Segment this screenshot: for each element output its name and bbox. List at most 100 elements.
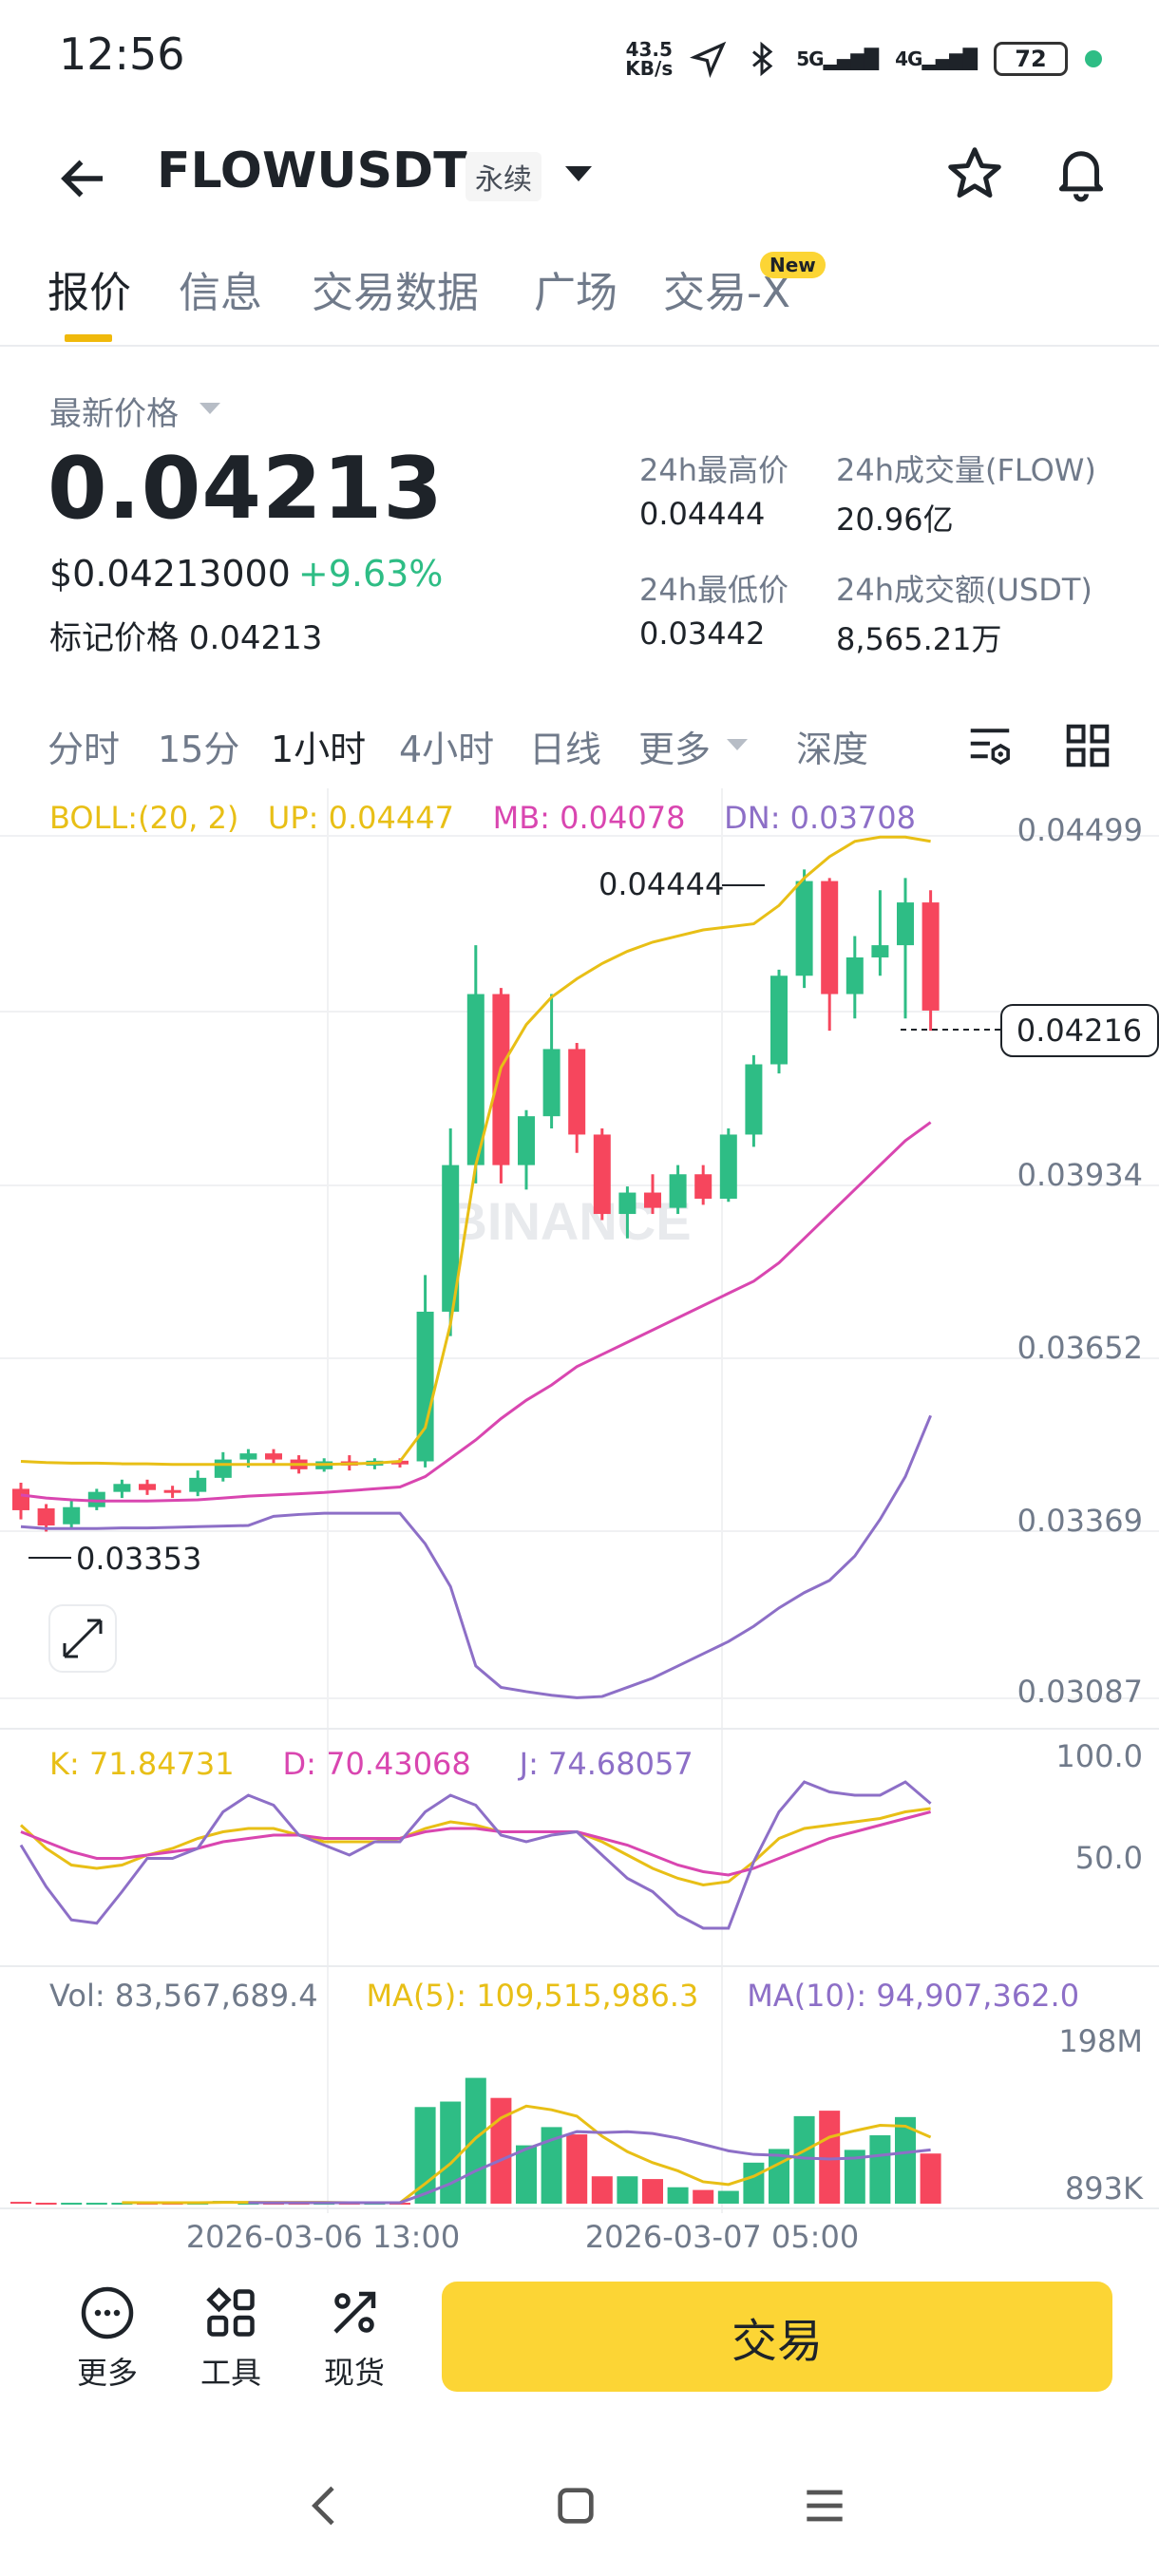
price-tick: 0.04499 bbox=[1017, 812, 1143, 848]
spot-label: 现货 bbox=[323, 2355, 385, 2391]
high-marker: 0.04444 bbox=[598, 866, 724, 902]
interval-depth[interactable]: 深度 bbox=[796, 729, 869, 770]
volume-bar bbox=[819, 2111, 841, 2204]
vol-ma10-line bbox=[248, 2130, 931, 2205]
candle-body bbox=[239, 1453, 257, 1460]
candle-body bbox=[593, 1134, 611, 1215]
candle-body bbox=[37, 1508, 55, 1526]
last-price-label[interactable]: 最新价格 bbox=[49, 395, 179, 433]
volume-bar bbox=[920, 2153, 941, 2204]
chart-grid bbox=[0, 788, 1159, 2213]
price-tick: 0.03652 bbox=[1017, 1330, 1143, 1366]
chart-settings-icon[interactable] bbox=[964, 720, 1016, 771]
status-icons: 43.5 KB/s 5G▂▄▆█ 4G▂▄▆█ 72 bbox=[625, 30, 1102, 87]
kdj-j-line bbox=[19, 1780, 932, 1930]
candle-body bbox=[214, 1459, 232, 1478]
last-price: 0.04213 bbox=[48, 439, 444, 539]
signal-5g: 5G▂▄▆█ bbox=[796, 47, 879, 70]
tools-button[interactable]: 工具 bbox=[179, 2284, 283, 2393]
candle-body bbox=[568, 1049, 586, 1135]
bottom-action-bar: 更多 工具 现货 交易 bbox=[0, 2261, 1159, 2413]
symbol-dropdown-caret-icon[interactable] bbox=[565, 166, 592, 181]
nav-back-icon[interactable] bbox=[299, 2479, 352, 2532]
volume-bar bbox=[35, 2203, 57, 2206]
back-arrow-icon[interactable] bbox=[55, 150, 112, 207]
trade-button[interactable]: 交易 bbox=[442, 2282, 1112, 2392]
candle-body bbox=[795, 881, 813, 976]
price-tick: 0.03087 bbox=[1017, 1674, 1143, 1710]
candles-layer bbox=[12, 869, 940, 1532]
price-tick: 0.03369 bbox=[1017, 1503, 1143, 1539]
boll-mb-line bbox=[20, 1121, 932, 1503]
nav-home-icon[interactable] bbox=[549, 2479, 602, 2532]
candle-body bbox=[694, 1174, 712, 1199]
volume-bar bbox=[869, 2135, 891, 2204]
kdj-j: J: 74.68057 bbox=[519, 1746, 694, 1782]
boll-lines-layer bbox=[20, 835, 932, 1699]
price-change: +9.63% bbox=[297, 553, 444, 595]
candlestick-chart[interactable]: BINANCE 0.04499 0.03934 0.03652 0.03369 … bbox=[0, 788, 1159, 2261]
kdj-k: K: 71.84731 bbox=[49, 1746, 235, 1782]
kdj-legend: K: 71.84731 D: 70.43068 J: 74.68057 bbox=[49, 1746, 694, 1782]
spot-button[interactable]: 现货 bbox=[302, 2284, 407, 2393]
active-tab-indicator bbox=[65, 334, 112, 342]
volume-bar bbox=[10, 2202, 31, 2205]
price-label-caret-icon[interactable] bbox=[200, 403, 220, 414]
symbol-title[interactable]: FLOWUSDT bbox=[157, 142, 467, 199]
nav-menu-icon[interactable] bbox=[798, 2479, 851, 2532]
candle-body bbox=[542, 1049, 560, 1117]
boll-dn-line bbox=[20, 1414, 932, 1699]
interval-bar: 分时 15分 1小时 4小时 日线 更多 深度 bbox=[0, 712, 1159, 779]
vol-tick: 893K bbox=[1065, 2170, 1144, 2207]
interval-1d[interactable]: 日线 bbox=[529, 729, 602, 770]
tab-trading-data[interactable]: 交易数据 bbox=[312, 269, 479, 317]
contract-type-badge: 永续 bbox=[466, 152, 542, 201]
vol-ma5: MA(5): 109,515,986.3 bbox=[366, 1978, 699, 2014]
candle-body bbox=[163, 1489, 181, 1493]
kdj-k-line bbox=[19, 1807, 931, 1887]
candle-body bbox=[12, 1488, 29, 1510]
candle-body bbox=[416, 1311, 434, 1462]
interval-1h[interactable]: 1小时 bbox=[271, 729, 367, 770]
signal-4g: 4G▂▄▆█ bbox=[895, 47, 978, 70]
candle-body bbox=[466, 994, 484, 1165]
volume-bar bbox=[61, 2203, 83, 2206]
tab-info[interactable]: 信息 bbox=[179, 269, 262, 317]
net-speed-value: 43.5 bbox=[625, 38, 673, 61]
low-24h-value: 0.03442 bbox=[639, 616, 766, 652]
candle-body bbox=[518, 1116, 535, 1165]
candle-body bbox=[265, 1453, 282, 1460]
interval-more[interactable]: 更多 bbox=[638, 729, 712, 770]
tab-square[interactable]: 广场 bbox=[534, 269, 618, 317]
privacy-dot-icon bbox=[1085, 50, 1102, 67]
volume-bar bbox=[743, 2162, 765, 2204]
candle-body bbox=[189, 1477, 207, 1492]
boll-up-line bbox=[20, 835, 931, 1467]
candle-body bbox=[63, 1506, 81, 1525]
interval-more-caret-icon[interactable] bbox=[727, 739, 748, 750]
more-button[interactable]: 更多 bbox=[55, 2284, 160, 2393]
notification-bell-icon[interactable] bbox=[1050, 141, 1112, 203]
system-nav-bar bbox=[0, 2451, 1159, 2576]
candle-body bbox=[846, 957, 864, 994]
candle-body bbox=[897, 902, 914, 946]
volume-bars-layer bbox=[10, 2077, 941, 2206]
favorite-star-icon[interactable] bbox=[943, 142, 1006, 205]
expand-chart-icon[interactable] bbox=[48, 1604, 117, 1673]
layout-grid-icon[interactable] bbox=[1062, 720, 1113, 771]
boll-up: UP: 0.04447 bbox=[267, 800, 454, 836]
candle-body bbox=[922, 902, 940, 1011]
tab-quote[interactable]: 报价 bbox=[48, 269, 131, 317]
interval-4h[interactable]: 4小时 bbox=[399, 729, 495, 770]
kdj-tick: 100.0 bbox=[1055, 1738, 1143, 1774]
date-label: 2026-03-07 05:00 bbox=[585, 2219, 859, 2255]
volume-bar bbox=[617, 2176, 638, 2204]
candle-body bbox=[821, 881, 839, 994]
candle-body bbox=[87, 1491, 105, 1507]
main-tabs: 报价 信息 交易数据 广场 交易-X bbox=[0, 247, 1159, 347]
status-bar: 12:56 43.5 KB/s 5G▂▄▆█ 4G▂▄▆█ 72 bbox=[0, 0, 1159, 114]
interval-15m[interactable]: 15分 bbox=[158, 729, 240, 770]
mark-price-label: 标记价格 bbox=[49, 619, 179, 657]
interval-time[interactable]: 分时 bbox=[48, 729, 121, 770]
candle-body bbox=[139, 1484, 156, 1490]
